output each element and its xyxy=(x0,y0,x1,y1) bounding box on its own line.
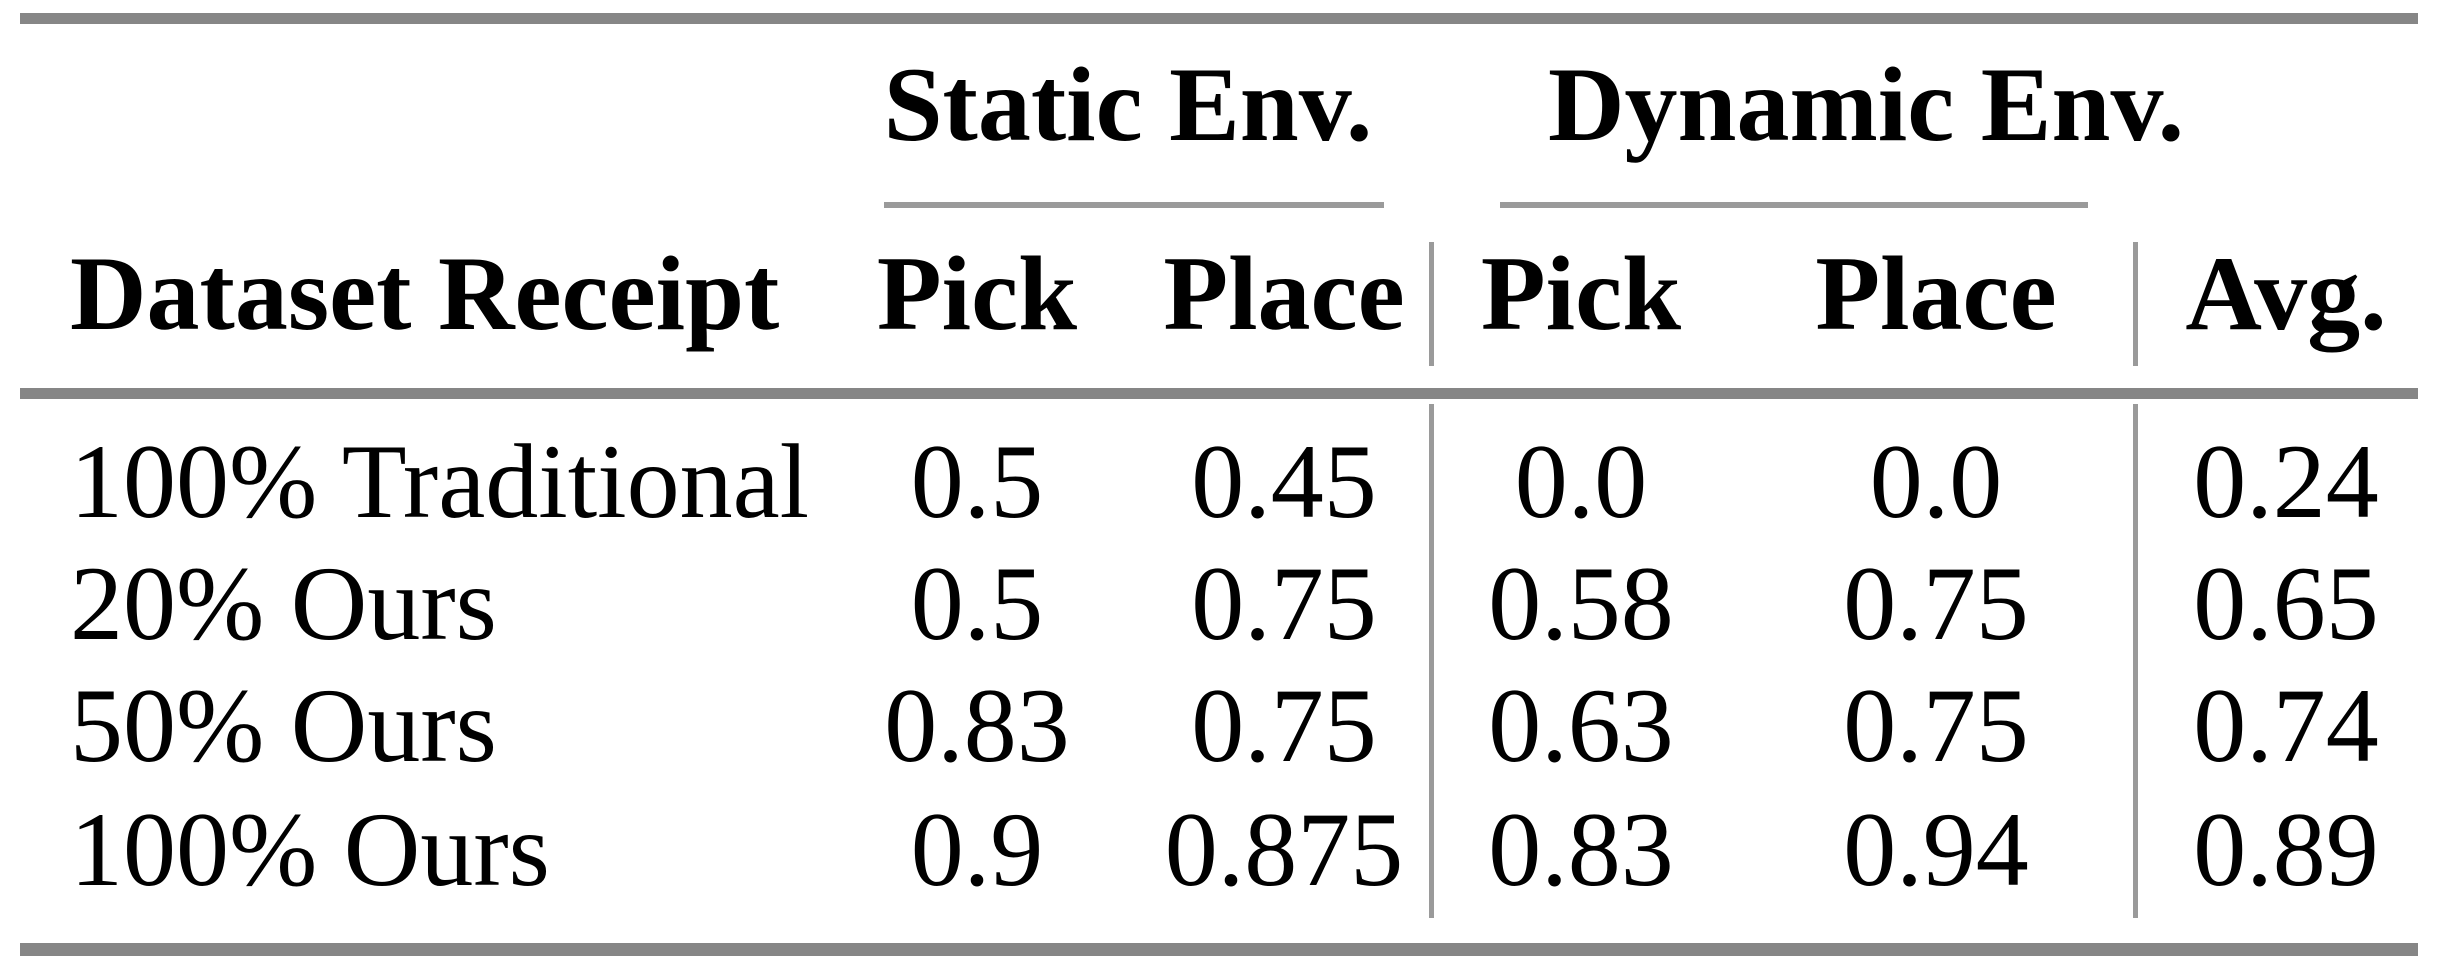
column-header-static-pick: Pick xyxy=(876,235,1078,352)
cell-dynamic-pick: 0.0 xyxy=(1514,423,1648,540)
column-header-static-place: Place xyxy=(1163,235,1405,352)
cell-dynamic-place: 0.94 xyxy=(1843,791,2029,908)
static-env-underline xyxy=(884,202,1384,208)
cell-static-place: 0.45 xyxy=(1191,423,1377,540)
row-label: 50% Ours xyxy=(70,667,497,784)
group-header-dynamic-env: Dynamic Env. xyxy=(1548,46,2185,163)
column-separator xyxy=(1429,404,1434,918)
cell-dynamic-place: 0.0 xyxy=(1869,423,2003,540)
column-separator xyxy=(1429,242,1434,366)
column-separator xyxy=(2133,404,2138,918)
row-label: 100% Ours xyxy=(70,791,550,908)
row-label: 20% Ours xyxy=(70,545,497,662)
column-header-avg: Avg. xyxy=(2185,235,2387,352)
cell-dynamic-place: 0.75 xyxy=(1843,667,2029,784)
cell-dynamic-place: 0.75 xyxy=(1843,545,2029,662)
cell-static-place: 0.75 xyxy=(1191,545,1377,662)
dynamic-env-underline xyxy=(1500,202,2088,208)
row-label: 100% Traditional xyxy=(70,423,810,540)
cell-static-pick: 0.5 xyxy=(910,545,1044,662)
top-rule xyxy=(20,13,2418,24)
cell-static-pick: 0.5 xyxy=(910,423,1044,540)
cell-avg: 0.89 xyxy=(2193,791,2379,908)
column-header-dynamic-place: Place xyxy=(1815,235,2057,352)
cell-static-place: 0.875 xyxy=(1164,791,1404,908)
cell-static-pick: 0.9 xyxy=(910,791,1044,908)
cell-static-place: 0.75 xyxy=(1191,667,1377,784)
cell-avg: 0.65 xyxy=(2193,545,2379,662)
cell-avg: 0.74 xyxy=(2193,667,2379,784)
column-separator xyxy=(2133,242,2138,366)
group-header-static-env: Static Env. xyxy=(883,46,1373,163)
column-header-dynamic-pick: Pick xyxy=(1480,235,1682,352)
cell-dynamic-pick: 0.83 xyxy=(1488,791,1674,908)
column-header-dataset-receipt: Dataset Receipt xyxy=(70,235,780,352)
cell-dynamic-pick: 0.58 xyxy=(1488,545,1674,662)
cell-static-pick: 0.83 xyxy=(884,667,1070,784)
cell-dynamic-pick: 0.63 xyxy=(1488,667,1674,784)
bottom-rule xyxy=(20,943,2418,956)
cell-avg: 0.24 xyxy=(2193,423,2379,540)
header-rule xyxy=(20,388,2418,399)
